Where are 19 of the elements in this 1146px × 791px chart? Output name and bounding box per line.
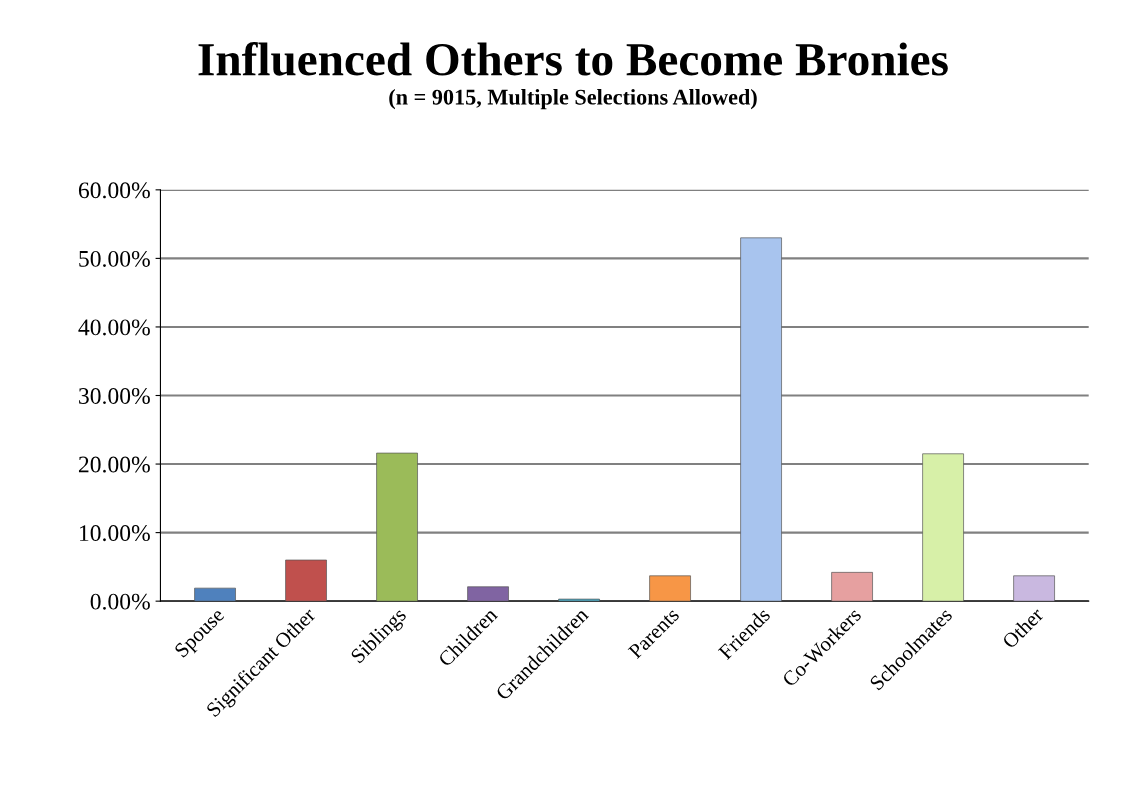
bar: [649, 575, 691, 602]
bar: [376, 452, 418, 602]
bar: [831, 572, 873, 602]
chart-title: Influenced Others to Become Bronies: [198, 41, 948, 76]
bar: [467, 586, 509, 602]
y-tick-label: 40.00%: [78, 319, 150, 336]
y-tick-label: 60.00%: [78, 182, 150, 199]
bar: [740, 237, 782, 602]
bar: [1013, 575, 1055, 602]
bar: [558, 598, 600, 602]
bar: [922, 453, 964, 602]
y-tick-label: 0.00%: [90, 593, 150, 610]
y-tick-label: 10.00%: [80, 525, 150, 542]
y-tick-label: 30.00%: [79, 387, 150, 405]
bar: [285, 559, 327, 602]
bar: [194, 587, 236, 602]
y-tick-label: 20.00%: [78, 456, 150, 473]
chart-subtitle: (n = 9015, Multiple Selections Allowed): [389, 88, 757, 110]
y-tick-label: 50.00%: [79, 250, 150, 267]
